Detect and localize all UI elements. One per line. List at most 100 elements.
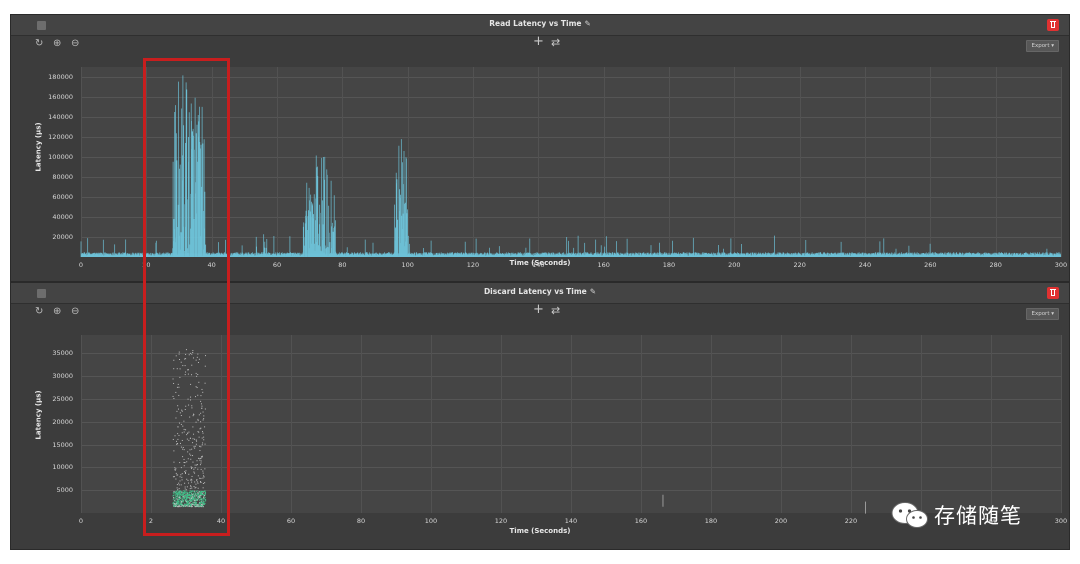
discard-latency-point <box>179 480 181 482</box>
discard-latency-point <box>203 439 205 441</box>
discard-latency-point <box>180 505 182 507</box>
zoom-in-icon[interactable]: ⊕ <box>53 38 62 49</box>
discard-latency-point <box>201 498 203 500</box>
gridline <box>538 67 540 257</box>
discard-latency-point <box>194 503 196 505</box>
discard-latency-plot[interactable] <box>81 335 1062 514</box>
discard-latency-point <box>204 490 206 492</box>
discard-latency-point <box>187 479 189 481</box>
discard-latency-point <box>175 503 177 505</box>
zoom-out-icon[interactable]: ⊖ <box>71 306 80 317</box>
discard-latency-point <box>192 490 194 492</box>
panel-menu-icon[interactable] <box>37 21 46 30</box>
discard-latency-point <box>191 487 193 489</box>
discard-latency-point <box>183 465 185 467</box>
discard-latency-point <box>176 484 178 486</box>
discard-latency-point <box>198 495 200 497</box>
discard-latency-point <box>176 440 178 442</box>
discard-latency-point <box>188 431 190 433</box>
discard-latency-point <box>187 369 189 371</box>
discard-latency-point <box>196 505 198 507</box>
discard-latency-point <box>179 505 181 507</box>
discard-latency-point <box>191 499 193 501</box>
discard-latency-point <box>191 500 193 502</box>
discard-latency-point <box>184 490 186 492</box>
discard-latency-point <box>179 462 181 464</box>
discard-latency-point <box>191 495 193 497</box>
discard-latency-point <box>193 491 195 493</box>
discard-latency-point <box>179 491 181 493</box>
gridline <box>501 335 502 513</box>
discard-latency-point <box>190 383 192 385</box>
discard-latency-point <box>204 493 206 495</box>
discard-latency-point <box>191 353 193 355</box>
discard-latency-point <box>194 490 196 492</box>
discard-latency-point <box>191 475 193 477</box>
discard-latency-point <box>177 405 179 407</box>
discard-latency-point <box>189 500 191 502</box>
panel-menu-icon[interactable] <box>37 289 46 298</box>
y-tick-label: 40000 <box>52 213 73 221</box>
gridline <box>734 67 736 257</box>
export-button[interactable]: Export ▾ <box>1026 308 1059 320</box>
discard-latency-point <box>189 504 191 506</box>
discard-latency-point <box>189 491 191 493</box>
discard-latency-point <box>176 503 178 505</box>
read-latency-plot[interactable] <box>80 67 1062 257</box>
x-tick-label: 220 <box>793 261 806 269</box>
discard-latency-point <box>198 498 200 500</box>
discard-latency-point <box>184 492 186 494</box>
export-button[interactable]: Export ▾ <box>1026 40 1059 52</box>
discard-latency-point <box>173 476 175 478</box>
discard-latency-point <box>197 490 199 492</box>
discard-latency-point <box>200 496 202 498</box>
discard-latency-point <box>196 502 198 504</box>
delete-button[interactable] <box>1047 287 1059 299</box>
reset-zoom-icon[interactable]: ↻ <box>35 306 44 317</box>
discard-latency-point <box>187 494 189 496</box>
discard-latency-point <box>199 501 201 503</box>
discard-latency-point <box>175 417 177 419</box>
discard-latency-point <box>198 491 200 493</box>
discard-latency-point <box>189 503 191 505</box>
x-tick-label: 120 <box>494 517 508 525</box>
discard-latency-point <box>197 475 199 477</box>
pencil-icon[interactable]: ✎ <box>589 287 597 296</box>
pencil-icon[interactable]: ✎ <box>584 19 591 28</box>
gridline <box>865 67 866 257</box>
discard-latency-point <box>200 446 202 448</box>
read-latency-baseline <box>81 253 1061 257</box>
discard-latency-point <box>186 501 188 503</box>
discard-latency-point <box>174 491 176 493</box>
discard-latency-point <box>197 498 199 500</box>
discard-latency-point <box>201 505 203 507</box>
discard-latency-point <box>172 378 174 380</box>
reset-zoom-icon[interactable]: ↻ <box>35 38 44 49</box>
zoom-in-icon[interactable]: ⊕ <box>53 306 62 317</box>
discard-latency-point <box>195 421 197 423</box>
crosshair-icon[interactable]: + <box>533 302 544 317</box>
discard-latency-point <box>188 439 190 441</box>
discard-latency-point <box>193 498 195 500</box>
discard-latency-point <box>198 431 200 433</box>
discard-latency-point <box>175 498 177 500</box>
discard-latency-point <box>179 491 181 493</box>
discard-latency-point <box>200 482 202 484</box>
discard-latency-point <box>196 500 198 502</box>
crosshair-icon[interactable]: + <box>533 34 544 49</box>
gridline <box>81 77 1061 78</box>
x-tick-label: 60 <box>272 261 282 269</box>
discard-latency-point <box>201 491 203 493</box>
discard-latency-point <box>190 504 192 506</box>
y-tick-label: 15000 <box>52 440 73 449</box>
discard-latency-point <box>185 353 187 355</box>
discard-latency-point <box>196 504 198 506</box>
discard-latency-point <box>183 495 185 497</box>
swap-icon[interactable]: ⇄ <box>551 304 561 317</box>
delete-button[interactable] <box>1047 19 1059 31</box>
x-tick-label: 180 <box>662 261 676 269</box>
discard-latency-point <box>174 503 176 505</box>
zoom-out-icon[interactable]: ⊖ <box>71 38 80 49</box>
discard-latency-point <box>173 503 175 505</box>
swap-icon[interactable]: ⇄ <box>551 36 561 49</box>
